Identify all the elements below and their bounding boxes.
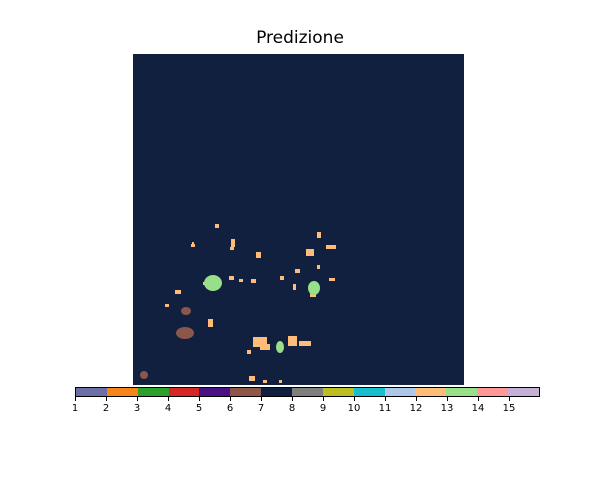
tick-label: 7	[257, 403, 265, 414]
colorbar-swatch	[322, 388, 354, 396]
tick-label: 2	[102, 403, 110, 414]
blob	[308, 281, 320, 295]
colorbar-swatch	[199, 388, 231, 396]
tick-line	[478, 397, 479, 401]
colorbar-swatch	[230, 388, 262, 396]
blob	[279, 380, 282, 383]
blob	[260, 344, 270, 350]
blob	[204, 275, 222, 291]
tick-line	[75, 397, 76, 401]
blob	[253, 337, 267, 347]
blob	[329, 278, 335, 281]
tick-label: 6	[226, 403, 234, 414]
tick-label: 10	[347, 403, 361, 414]
blob	[326, 245, 336, 249]
blob	[165, 304, 169, 307]
colorbar-swatch	[353, 388, 385, 396]
tick-line	[106, 397, 107, 401]
blob	[230, 247, 234, 250]
tick-label: 12	[409, 403, 423, 414]
blob	[306, 249, 314, 256]
blob	[192, 242, 194, 244]
colorbar-swatch	[76, 388, 107, 396]
blob	[280, 276, 284, 280]
blob	[288, 336, 297, 346]
tick-label: 5	[195, 403, 203, 414]
colorbar-swatch	[384, 388, 416, 396]
colorbar-swatch	[446, 388, 478, 396]
blob	[249, 376, 255, 381]
colorbar-swatch	[415, 388, 447, 396]
plot-title: Predizione	[256, 28, 344, 48]
blob	[216, 224, 218, 226]
class-7-regions	[140, 307, 194, 379]
colorbar-swatch	[261, 388, 293, 396]
tick-label: 8	[288, 403, 296, 414]
tick-line	[261, 397, 262, 401]
colorbar-swatch	[168, 388, 200, 396]
colorbar-swatch	[292, 388, 323, 396]
blob	[247, 350, 251, 354]
blob	[140, 371, 148, 379]
tick-label: 15	[502, 403, 516, 414]
colorbar-swatch	[137, 388, 169, 396]
tick-line	[354, 397, 355, 401]
colorbar-ticks: 1 2 3 4 5 6 7 8 9 10 11 12 13 14 15	[72, 397, 540, 417]
colorbar-swatch	[508, 388, 539, 396]
blob	[276, 341, 284, 353]
tick-line	[416, 397, 417, 401]
class-14-regions	[204, 275, 320, 353]
tick-label: 13	[440, 403, 454, 414]
tick-line	[137, 397, 138, 401]
blob	[317, 232, 321, 238]
blob	[176, 327, 194, 339]
colorbar-swatch	[477, 388, 509, 396]
blob	[239, 279, 243, 282]
blob	[251, 279, 256, 283]
tick-label: 11	[378, 403, 392, 414]
blob	[263, 380, 267, 383]
tick-line	[447, 397, 448, 401]
tick-label: 1	[71, 403, 79, 414]
tick-label: 9	[319, 403, 327, 414]
tick-label: 4	[164, 403, 172, 414]
tick-line	[168, 397, 169, 401]
colorbar	[75, 387, 540, 397]
tick-line	[292, 397, 293, 401]
blob	[317, 265, 320, 269]
prediction-map	[133, 54, 464, 385]
colorbar-swatch	[106, 388, 138, 396]
blob	[181, 307, 191, 315]
tick-line	[385, 397, 386, 401]
blob	[295, 269, 300, 273]
tick-line	[509, 397, 510, 401]
blob	[293, 284, 296, 290]
tick-label: 14	[471, 403, 485, 414]
blob	[299, 341, 311, 346]
tick-line	[199, 397, 200, 401]
blob	[175, 290, 181, 294]
tick-line	[323, 397, 324, 401]
blob	[229, 276, 234, 280]
tick-label: 3	[133, 403, 141, 414]
blob	[208, 319, 213, 327]
blob	[231, 239, 235, 247]
blob	[191, 244, 195, 247]
tick-line	[230, 397, 231, 401]
blob	[256, 252, 261, 258]
